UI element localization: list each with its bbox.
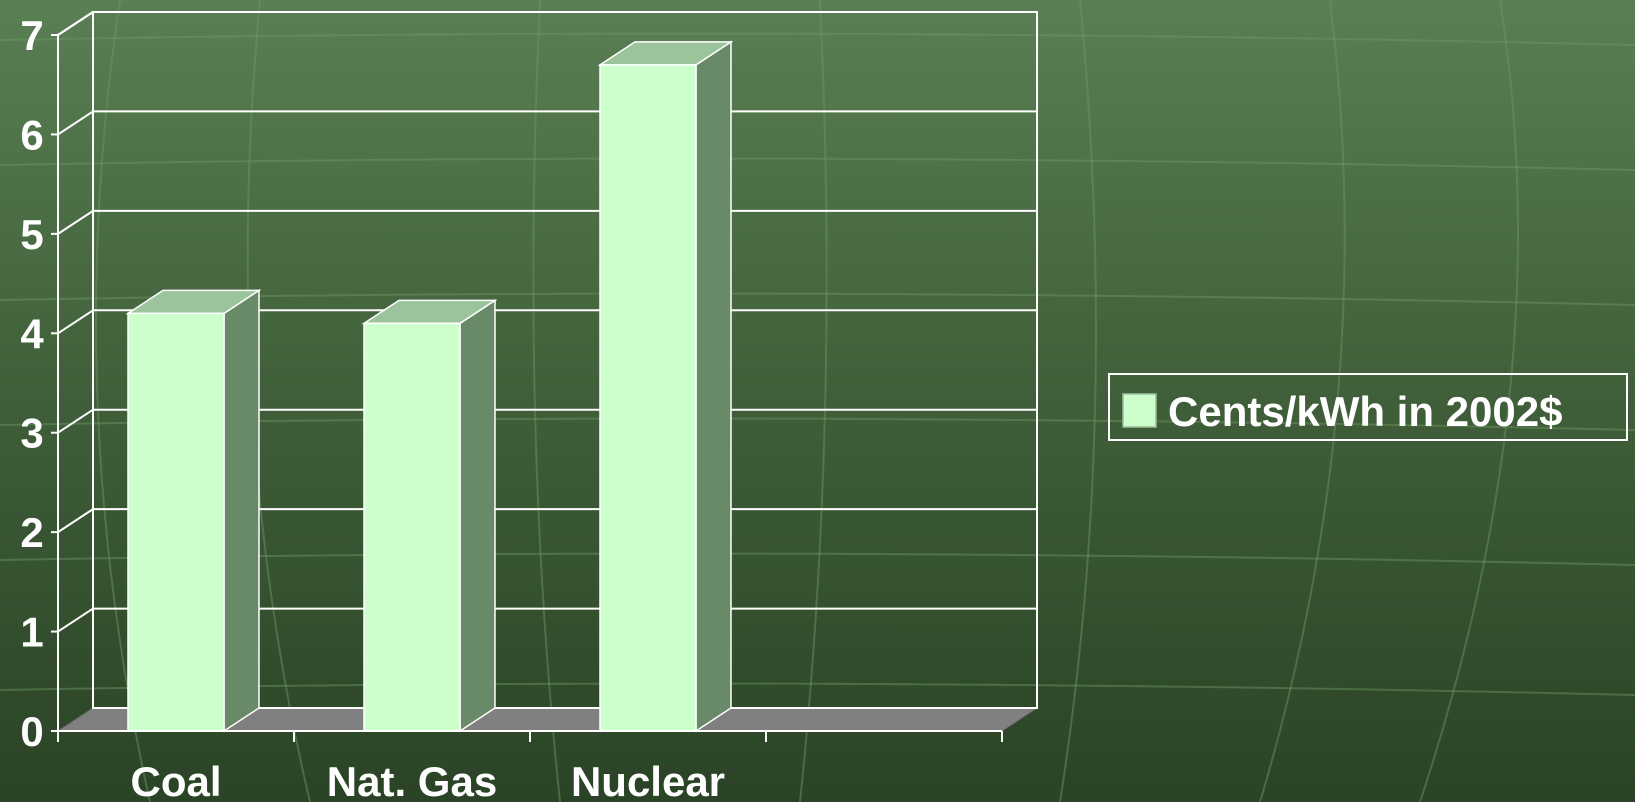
bars [125, 40, 734, 733]
y-tick-label: 3 [20, 410, 43, 457]
globe-line [1059, 0, 1097, 802]
bar-nuclear [597, 40, 734, 733]
x-tick-labels: Coal Nat. Gas Nuclear [130, 758, 725, 802]
legend: Cents/kWh in 2002$ [1108, 373, 1628, 441]
legend-box [1108, 373, 1628, 441]
y-tick-label: 6 [20, 111, 43, 158]
globe-line [1419, 0, 1519, 802]
bar-side [695, 40, 732, 733]
bar-coal [125, 289, 262, 733]
bar-side [223, 289, 260, 733]
y-tick-label: 4 [20, 310, 44, 357]
y-tick-labels: 0 1 2 3 4 5 6 7 [20, 12, 44, 755]
globe-line [1259, 0, 1346, 802]
y-axis-back [57, 11, 94, 36]
gridline-diagonal [57, 408, 94, 434]
x-tick-label: Coal [130, 758, 221, 802]
y-tick-label: 1 [20, 609, 43, 656]
legend-label: Cents/kWh in 2002$ [1168, 388, 1562, 435]
bar-nat-gas [361, 298, 498, 733]
bar-side [459, 298, 496, 733]
gridline-diagonal [57, 210, 94, 235]
gridline-diagonal [57, 110, 94, 136]
gridline-diagonal [57, 508, 94, 533]
gridline-diagonal [57, 309, 94, 335]
x-tick-label: Nuclear [571, 758, 725, 802]
legend-swatch [1122, 393, 1157, 428]
gridline-diagonal [57, 607, 94, 633]
y-tick-label: 2 [20, 509, 43, 556]
y-tick-label: 0 [20, 708, 43, 755]
x-tick-label: Nat. Gas [327, 758, 497, 802]
globe-line [0, 157, 1635, 171]
globe-line [0, 32, 1635, 46]
y-tick-label: 5 [20, 211, 43, 258]
bar-front [127, 312, 225, 732]
y-tick-label: 7 [20, 12, 43, 59]
axes [51, 11, 1003, 742]
bar-front [363, 322, 461, 732]
bar-front [599, 64, 697, 732]
